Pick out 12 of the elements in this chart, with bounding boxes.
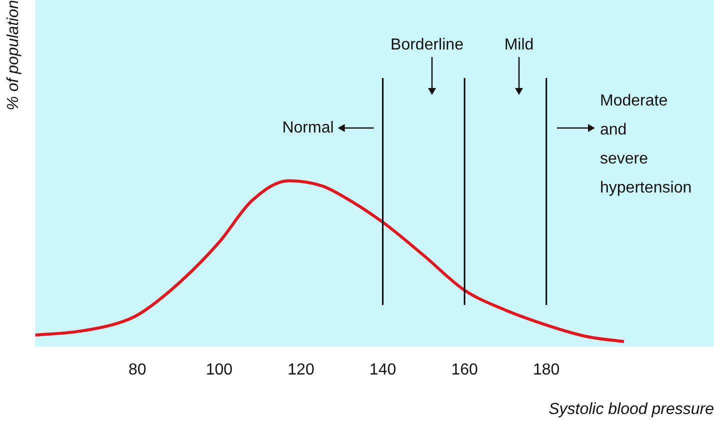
x-tick-label: 120: [288, 362, 314, 379]
text: Borderline: [390, 36, 464, 54]
x-axis-title: Systolic blood pressure: [548, 400, 714, 418]
y-axis-title: % of population: [5, 0, 22, 110]
annotation: Moderate and severe hypertension: [600, 92, 692, 196]
x-tick-label: 140: [369, 362, 396, 379]
x-tick-label: 160: [451, 362, 478, 379]
x-tick-label: 180: [532, 362, 560, 379]
text: Normal: [282, 119, 334, 136]
x-tick-label: 80: [128, 362, 146, 379]
x-tick-label: 100: [206, 362, 233, 379]
text: Mild: [504, 36, 534, 54]
